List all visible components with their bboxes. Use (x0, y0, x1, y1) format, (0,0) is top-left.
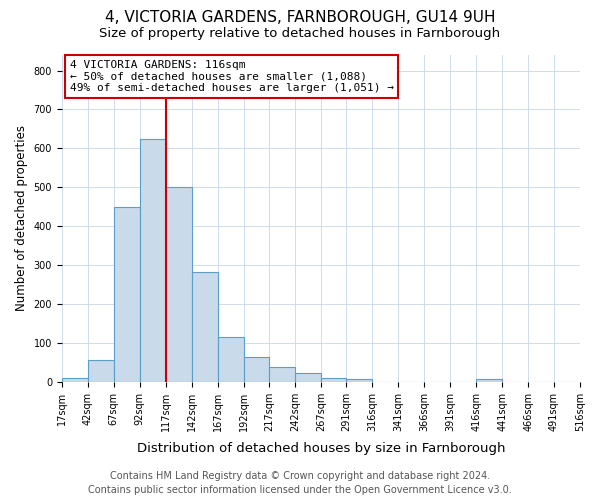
Text: Size of property relative to detached houses in Farnborough: Size of property relative to detached ho… (100, 28, 500, 40)
Bar (166, 188, 191, 382)
Bar (191, 272, 218, 382)
X-axis label: Distribution of detached houses by size in Farnborough: Distribution of detached houses by size … (137, 442, 505, 455)
Text: 4, VICTORIA GARDENS, FARNBOROUGH, GU14 9UH: 4, VICTORIA GARDENS, FARNBOROUGH, GU14 9… (105, 10, 495, 25)
Bar (322, 378, 346, 382)
Bar (140, 138, 166, 382)
Bar (269, 368, 295, 382)
Bar (295, 373, 322, 382)
Text: 4 VICTORIA GARDENS: 116sqm
← 50% of detached houses are smaller (1,088)
49% of s: 4 VICTORIA GARDENS: 116sqm ← 50% of deta… (70, 60, 394, 93)
Y-axis label: Number of detached properties: Number of detached properties (15, 126, 28, 312)
Bar (62, 378, 88, 382)
Bar (218, 337, 244, 382)
Text: Contains HM Land Registry data © Crown copyright and database right 2024.
Contai: Contains HM Land Registry data © Crown c… (88, 471, 512, 495)
Bar (476, 379, 502, 382)
Bar (88, 360, 114, 382)
Bar (244, 358, 269, 382)
Bar (114, 206, 140, 382)
Bar (346, 378, 372, 382)
